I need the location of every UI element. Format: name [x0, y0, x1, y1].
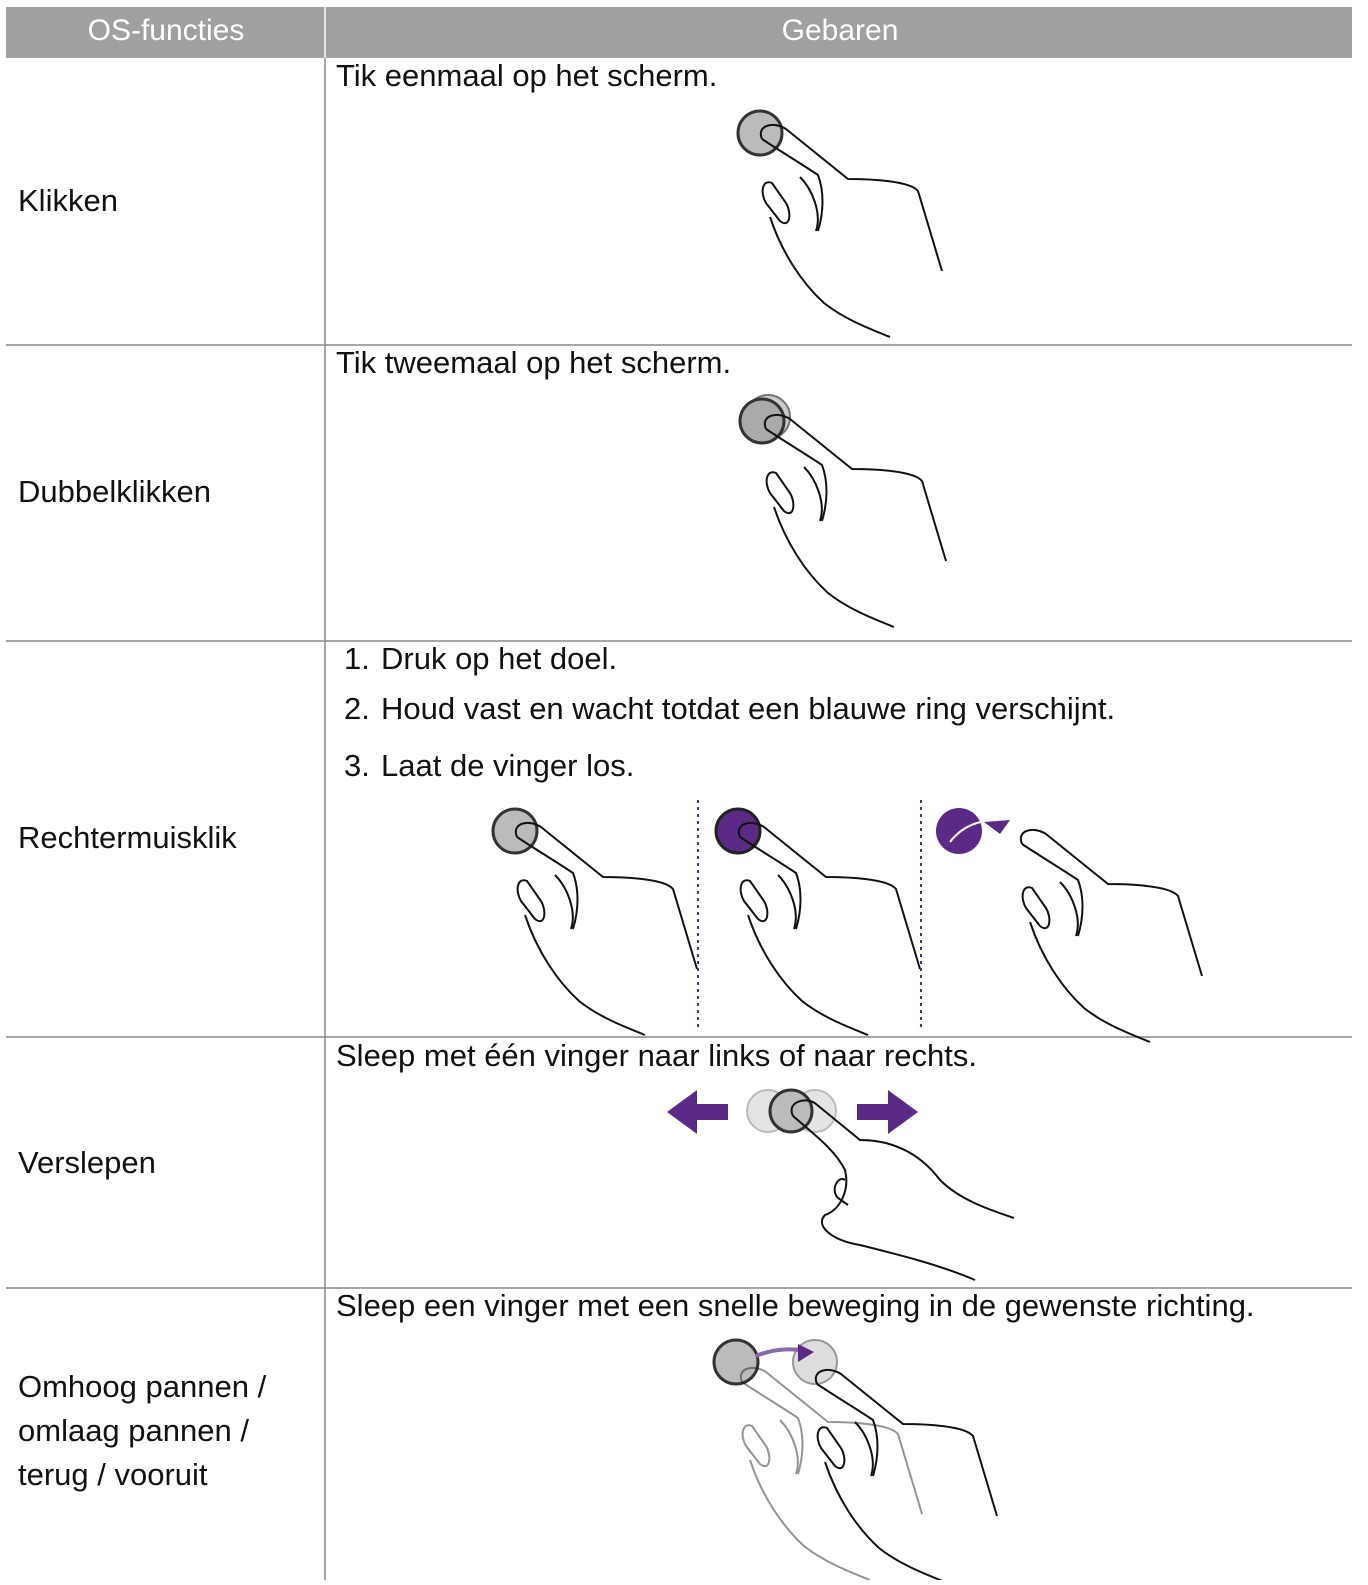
function-label: Rechtermuisklik	[18, 820, 237, 855]
hand-illustration	[759, 123, 943, 338]
function-label: Omhoog pannen /	[18, 1369, 267, 1404]
step-text: Houd vast en wacht totdat een blauwe rin…	[381, 691, 1115, 726]
header-cell: OS-functies	[88, 14, 245, 47]
function-label: Klikken	[18, 183, 118, 218]
function-label: omlaag pannen /	[18, 1413, 249, 1448]
step-text: Druk op het doel.	[381, 641, 617, 676]
step-number: 3.	[344, 748, 370, 783]
hand-illustration	[1019, 828, 1203, 1043]
gesture-text: Sleep een vinger met een snelle beweging…	[336, 1288, 1255, 1323]
touch-point	[936, 808, 982, 854]
hand-illustration	[790, 1099, 1015, 1219]
hand-illustration	[739, 1366, 923, 1581]
function-label: terug / vooruit	[18, 1457, 208, 1492]
step-number: 2.	[344, 691, 370, 726]
function-label: Dubbelklikken	[18, 474, 211, 509]
gesture-text: Tik tweemaal op het scherm.	[336, 345, 731, 380]
header-cell: Gebaren	[782, 14, 899, 47]
right-arrow	[857, 1090, 918, 1134]
hand-illustration	[763, 413, 947, 628]
hand-illustration	[737, 821, 921, 1036]
hand-illustration	[514, 821, 698, 1036]
hand-illustration	[814, 1368, 998, 1583]
gesture-text: Tik eenmaal op het scherm.	[336, 58, 717, 93]
swipe-arrow	[798, 1344, 814, 1362]
release-arrow	[984, 820, 1010, 834]
hand-illustration	[792, 1115, 976, 1281]
hand-illustration	[833, 1178, 849, 1206]
left-arrow	[667, 1090, 728, 1134]
header-bg	[6, 7, 1352, 58]
gesture-text: Sleep met één vinger naar links of naar …	[336, 1038, 977, 1073]
touch-point	[738, 397, 786, 445]
function-label: Verslepen	[18, 1145, 156, 1180]
touch-point	[712, 1338, 760, 1386]
step-text: Laat de vinger los.	[381, 748, 634, 783]
step-number: 1.	[344, 641, 370, 676]
